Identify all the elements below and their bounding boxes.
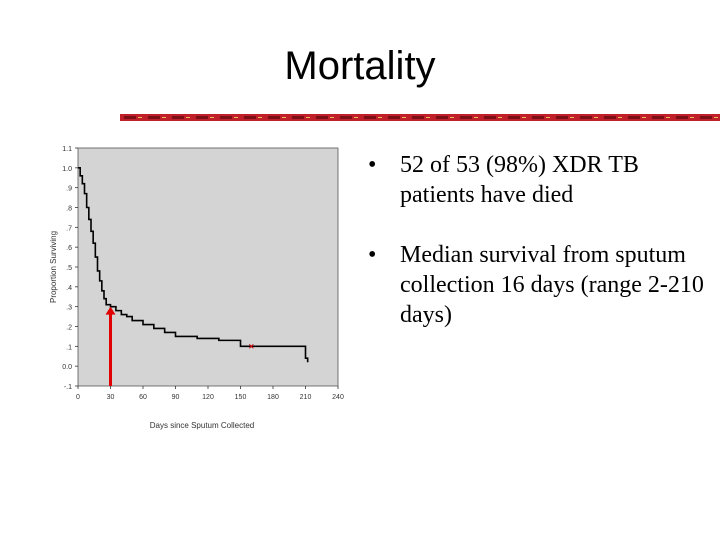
divider-pattern-block (148, 116, 160, 119)
divider-pattern-block (652, 116, 664, 119)
divider-pattern-block (676, 116, 688, 119)
y-tick-label: .3 (66, 305, 72, 312)
divider-pattern-block (580, 116, 592, 119)
x-tick-label: 90 (172, 394, 180, 401)
divider-pattern-block (292, 116, 304, 119)
divider-pattern-dash (306, 117, 310, 118)
divider-pattern-dash (402, 117, 406, 118)
divider-pattern-dash (474, 117, 478, 118)
divider-pattern-block (508, 116, 520, 119)
y-tick-label: 1.0 (62, 166, 72, 173)
divider-pattern-block (484, 116, 496, 119)
divider-pattern-block (340, 116, 352, 119)
divider-pattern-dash (378, 117, 382, 118)
divider-pattern-dash (282, 117, 286, 118)
median-arrow-head (105, 306, 116, 315)
y-tick-label: .5 (66, 265, 72, 272)
divider-pattern-block (172, 116, 184, 119)
divider-pattern-block (700, 116, 712, 119)
bullet-marker: • (368, 242, 377, 268)
divider-pattern-block (604, 116, 616, 119)
divider-pattern-dash (594, 117, 598, 118)
divider-pattern-block (628, 116, 640, 119)
divider-pattern-dash (618, 117, 622, 118)
slide-title: Mortality (284, 44, 436, 88)
bullet-text: Median survival from sputum collection 1… (400, 242, 704, 328)
x-tick-label: 180 (267, 394, 279, 401)
bullet-marker: • (368, 152, 377, 178)
divider-pattern-dash (642, 117, 646, 118)
divider-pattern-dash (714, 117, 718, 118)
x-tick-label: 120 (202, 394, 214, 401)
x-tick-label: 240 (332, 394, 344, 401)
divider-pattern-block (196, 116, 208, 119)
divider-pattern-block (316, 116, 328, 119)
divider-pattern-dash (666, 117, 670, 118)
divider-pattern-block (412, 116, 424, 119)
y-tick-label: 1.1 (62, 146, 72, 153)
bullet-list: • 52 of 53 (98%) XDR TB patients have di… (368, 150, 708, 360)
x-tick-label: 150 (235, 394, 247, 401)
y-tick-label: .7 (66, 225, 72, 232)
y-tick-label: .2 (66, 325, 72, 332)
divider-pattern-block (532, 116, 544, 119)
divider-pattern-dash (162, 117, 166, 118)
divider-pattern-dash (210, 117, 214, 118)
censor-mark (248, 343, 254, 349)
bullet-item: • 52 of 53 (98%) XDR TB patients have di… (368, 150, 708, 210)
survival-chart: -.1 0.0 .1 .2 .3 .4 .5 .6 .7 .8 .9 1.0 1.1 0 30 60 90 120… (49, 146, 344, 430)
divider-pattern-dash (426, 117, 430, 118)
divider-pattern-block (220, 116, 232, 119)
divider-pattern-dash (498, 117, 502, 118)
divider-pattern-dash (354, 117, 358, 118)
y-tick-label: -.1 (64, 384, 72, 391)
divider-pattern-dash (186, 117, 190, 118)
divider-pattern-dash (546, 117, 550, 118)
y-axis-label: Proportion Surviving (49, 231, 58, 303)
bullet-text: 52 of 53 (98%) XDR TB patients have died (400, 152, 639, 208)
x-tick-label: 30 (107, 394, 115, 401)
divider-pattern-block (388, 116, 400, 119)
bullet-item: • Median survival from sputum collection… (368, 240, 708, 330)
x-tick-label: 210 (300, 394, 312, 401)
y-tick-label: .4 (66, 285, 72, 292)
y-tick-label: 0.0 (62, 364, 72, 371)
divider-pattern-dash (690, 117, 694, 118)
x-axis-label: Days since Sputum Collected (150, 421, 255, 430)
divider-pattern-block (460, 116, 472, 119)
y-tick-label: .6 (66, 245, 72, 252)
divider-pattern-dash (258, 117, 262, 118)
divider-pattern-block (364, 116, 376, 119)
plot-area (77, 147, 339, 387)
divider-pattern-dash (570, 117, 574, 118)
divider-pattern-dash (138, 117, 142, 118)
y-tick-label: .8 (66, 206, 72, 213)
divider-pattern-block (124, 116, 136, 119)
divider-pattern-dash (234, 117, 238, 118)
divider-pattern-block (244, 116, 256, 119)
x-tick-label: 60 (139, 394, 147, 401)
divider-pattern-block (556, 116, 568, 119)
divider-pattern-block (268, 116, 280, 119)
y-tick-label: .9 (66, 186, 72, 193)
y-tick-label: .1 (66, 344, 72, 351)
divider-pattern-dash (522, 117, 526, 118)
decorative-divider-bar (120, 114, 720, 121)
divider-pattern-dash (450, 117, 454, 118)
survival-curve (78, 167, 309, 363)
divider-pattern-dash (330, 117, 334, 118)
x-tick-label: 0 (76, 394, 80, 401)
divider-pattern-block (436, 116, 448, 119)
